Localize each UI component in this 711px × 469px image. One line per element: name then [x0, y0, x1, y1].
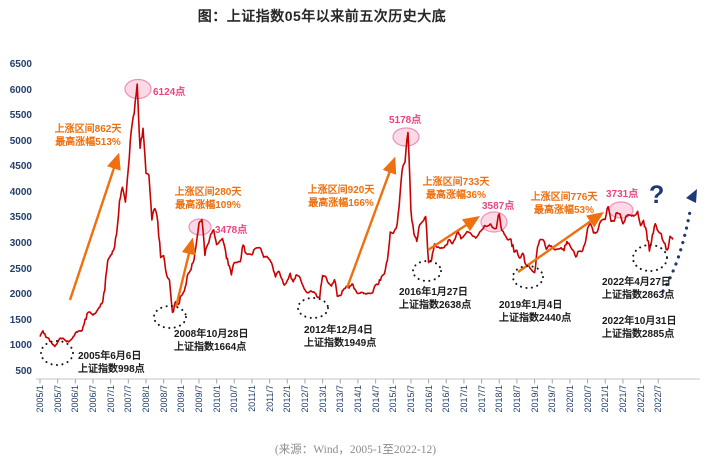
y-axis-label: 1500	[9, 314, 32, 326]
x-axis-label: 2012/7	[299, 385, 310, 413]
y-axis-label: 500	[15, 366, 32, 377]
peak-label-5178: 5178点	[389, 115, 422, 126]
x-axis-label: 2014/7	[370, 385, 381, 413]
x-axis-label: 2020/7	[582, 385, 593, 413]
rally-duration-text: 上涨区间862天	[54, 124, 122, 135]
peak-label-3478: 3478点	[215, 225, 248, 236]
x-axis-label: 2022/7	[653, 385, 664, 413]
bottom-index-value: 上证指数2863点	[602, 290, 675, 301]
peak-label-6124: 6124点	[153, 87, 186, 98]
x-axis-label: 2009/7	[193, 385, 204, 413]
rally-annotation-2016-2018: 上涨区间733天 最高涨幅36%	[409, 176, 503, 202]
bottom-date: 2022年4月27日	[602, 277, 671, 288]
rally-gain-text: 最高涨幅513%	[55, 137, 121, 148]
x-axis-label: 2022/1	[635, 385, 646, 413]
bottom-label-2022-october: 2022年10月31日 上证指数2885点	[602, 315, 677, 341]
bottom-label-2005: 2005年6月6日 上证指数998点	[78, 350, 145, 376]
rally-gain-text: 最高涨幅53%	[533, 205, 594, 216]
x-axis-label: 2007/7	[123, 385, 134, 413]
rally-duration-text: 上涨区间776天	[530, 192, 598, 203]
x-axis-label: 2021/7	[617, 385, 628, 413]
bottom-index-value: 上证指数1664点	[174, 342, 247, 353]
y-axis-label: 5000	[9, 135, 32, 147]
source-note: (来源：Wind，2005-1至2022-12)	[274, 444, 437, 456]
x-axis-label: 2017/1	[458, 385, 469, 413]
rally-annotation-2019-2021: 上涨区间776天 最高涨幅53%	[517, 191, 611, 217]
x-axis-label: 2013/7	[335, 385, 346, 413]
bottom-index-value: 上证指数2638点	[399, 300, 472, 311]
x-axis-label: 2005/7	[52, 385, 63, 413]
bottom-index-value: 上证指数998点	[78, 364, 145, 375]
peak-label-3731: 3731点	[606, 189, 639, 200]
bottom-label-2022-april: 2022年4月27日 上证指数2863点	[602, 276, 674, 302]
x-axis-label: 2010/7	[229, 385, 240, 413]
x-axis-label: 2005/1	[35, 385, 45, 413]
future-question-mark: ?	[649, 181, 665, 209]
x-axis-label: 2015/7	[405, 385, 416, 413]
x-axis-label: 2018/7	[511, 385, 522, 413]
rally-annotation-2005-2007: 上涨区间862天 最高涨幅513%	[41, 123, 135, 149]
bottom-date: 2012年12月4日	[304, 325, 373, 336]
bottom-date: 2016年1月27日	[399, 287, 468, 298]
x-axis-label: 2008/1	[140, 385, 151, 413]
x-axis-label: 2019/7	[547, 385, 558, 413]
rally-duration-text: 上涨区间920天	[307, 185, 375, 196]
y-axis-label: 3000	[9, 238, 32, 250]
bottom-index-value: 上证指数1949点	[304, 338, 377, 349]
x-axis-label: 2017/7	[476, 385, 487, 413]
y-axis-label: 4000	[9, 186, 32, 198]
x-axis-label: 2010/1	[211, 385, 222, 413]
x-axis-label: 2016/7	[441, 385, 452, 413]
rally-gain-text: 最高涨幅166%	[308, 198, 374, 209]
bottom-label-2012: 2012年12月4日 上证指数1949点	[304, 324, 376, 350]
x-axis-label: 2011/7	[264, 385, 275, 412]
y-axis-label: 2500	[9, 263, 32, 275]
bottom-index-value: 上证指数2885点	[602, 329, 675, 340]
rally-gain-text: 最高涨幅36%	[425, 190, 486, 201]
x-axis-label: 2020/1	[564, 385, 575, 413]
peak-label-3587: 3587点	[482, 201, 515, 212]
x-axis-label: 2006/7	[87, 385, 98, 413]
bottom-index-value: 上证指数2440点	[499, 313, 572, 324]
bottom-label-2008: 2008年10月28日 上证指数1664点	[174, 328, 249, 354]
x-axis-label: 2011/1	[246, 385, 257, 412]
y-axis-label: 4500	[9, 161, 32, 173]
bottom-label-2019: 2019年1月4日 上证指数2440点	[499, 299, 571, 325]
x-axis-label: 2009/1	[176, 385, 187, 413]
x-axis-label: 2014/1	[352, 385, 363, 413]
y-axis-label: 3500	[9, 212, 32, 224]
x-axis-label: 2021/1	[600, 385, 611, 413]
bottom-date: 2019年1月4日	[499, 300, 563, 311]
x-axis-label: 2019/1	[529, 385, 540, 413]
x-axis-label: 2013/1	[317, 385, 328, 413]
y-axis-label: 1000	[9, 340, 32, 352]
x-axis-label: 2007/1	[105, 385, 116, 413]
rally-annotation-2008-2009: 上涨区间280天 最高涨幅109%	[161, 186, 255, 212]
y-axis-label: 6000	[9, 84, 32, 96]
rally-gain-text: 最高涨幅109%	[175, 200, 241, 211]
x-axis-label: 2006/1	[70, 385, 81, 413]
y-axis-label: 6500	[9, 58, 32, 70]
rally-annotation-2012-2015: 上涨区间920天 最高涨幅166%	[294, 184, 388, 210]
bottom-label-2016: 2016年1月27日 上证指数2638点	[399, 286, 471, 312]
x-axis-label: 2015/1	[388, 385, 399, 413]
bottom-date: 2022年10月31日	[602, 316, 677, 327]
x-axis-label: 2008/7	[158, 385, 169, 413]
chart-title: 图：上证指数05年以来前五次历史大底	[197, 8, 447, 24]
index-line	[39, 83, 674, 348]
x-axis-label: 2012/1	[282, 385, 293, 413]
x-axis-label: 2016/1	[423, 385, 434, 413]
y-axis-label: 2000	[9, 289, 32, 301]
y-axis-label: 5500	[9, 110, 32, 122]
rally-duration-text: 上涨区间280天	[174, 187, 242, 198]
rally-duration-text: 上涨区间733天	[422, 177, 490, 188]
x-axis-label: 2018/1	[494, 385, 505, 413]
bottom-date: 2005年6月6日	[78, 351, 142, 362]
bottom-date: 2008年10月28日	[174, 329, 249, 340]
